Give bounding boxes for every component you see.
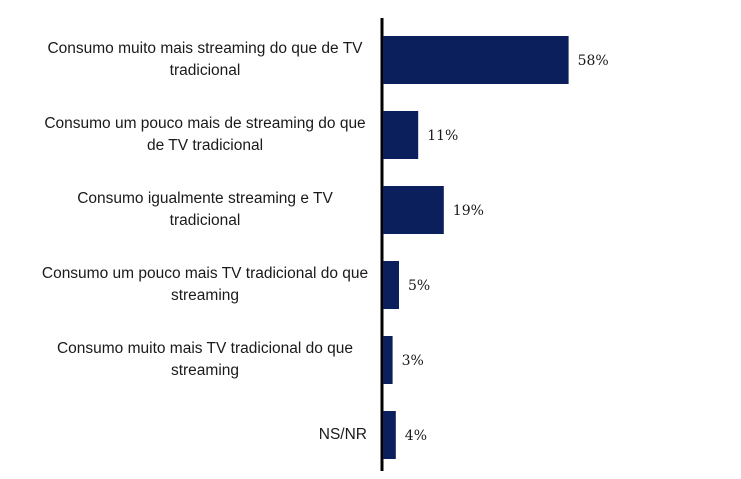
category-label: Consumo igualmente streaming e TV tradic…: [77, 190, 333, 229]
bar: [383, 186, 444, 234]
category-label: Consumo um pouco mais TV tradicional do …: [41, 265, 369, 304]
value-label: 4%: [405, 428, 427, 444]
bar: [383, 36, 569, 84]
bar: [383, 411, 396, 459]
value-label: 3%: [402, 353, 424, 369]
category-label: NS/NR: [318, 426, 367, 443]
bar: [383, 111, 419, 159]
value-label: 11%: [427, 128, 458, 144]
value-label: 19%: [453, 203, 484, 219]
bar: [383, 261, 399, 309]
bar: [383, 336, 393, 384]
value-label: 58%: [578, 53, 609, 69]
category-label: Consumo muito mais TV tradicional do que…: [56, 340, 354, 379]
category-label: Consumo muito mais streaming do que de T…: [47, 40, 363, 79]
value-label: 5%: [408, 278, 430, 294]
category-label: Consumo um pouco mais de streaming do qu…: [44, 115, 366, 154]
